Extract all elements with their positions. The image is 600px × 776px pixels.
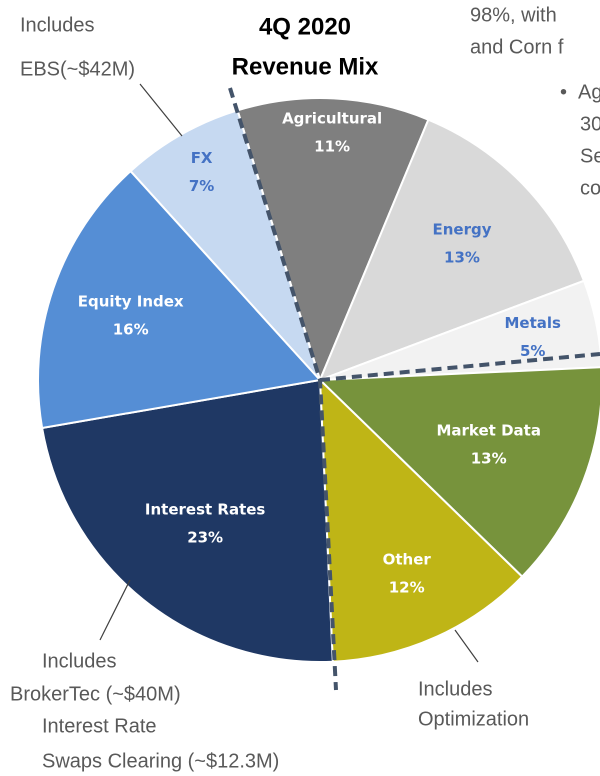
slice-value-label: 23% bbox=[187, 528, 223, 546]
annotation: EBS(~$42M) bbox=[20, 58, 135, 80]
pie-slice bbox=[236, 97, 430, 383]
slice-label: Energy bbox=[432, 220, 491, 238]
leader-line bbox=[139, 83, 183, 137]
slice-label: Agricultural bbox=[282, 110, 382, 128]
leader-line bbox=[454, 629, 479, 663]
leader-line bbox=[99, 579, 131, 641]
slice-label: Metals bbox=[504, 314, 561, 332]
slice-value-label: 7% bbox=[189, 177, 214, 195]
slice-value-label: 11% bbox=[314, 138, 350, 156]
annotation: Interest Rate bbox=[42, 715, 157, 737]
slice-label: Equity Index bbox=[78, 292, 184, 310]
slice-value-label: 16% bbox=[113, 320, 149, 338]
body-text: and Corn f bbox=[470, 36, 564, 58]
pie-slice bbox=[317, 366, 600, 579]
annotation: Includes bbox=[42, 650, 117, 672]
slice-label: Interest Rates bbox=[145, 500, 266, 518]
annotation: Includes bbox=[418, 678, 493, 700]
pie-slice bbox=[319, 279, 600, 381]
annotation: Swaps Clearing (~$12.3M) bbox=[42, 750, 279, 772]
pie bbox=[37, 97, 600, 663]
annotation: Includes bbox=[20, 14, 95, 36]
slice-label: Market Data bbox=[436, 422, 540, 440]
body-text: Ag bbox=[578, 81, 600, 103]
pie-slice bbox=[40, 378, 334, 663]
slice-value-label: 13% bbox=[444, 248, 480, 266]
slice-value-label: 13% bbox=[471, 450, 507, 468]
slice-value-label: 12% bbox=[389, 578, 425, 596]
body-text: Se bbox=[580, 145, 600, 167]
pie-slice bbox=[37, 169, 322, 430]
body-text: 98%, with bbox=[470, 4, 557, 26]
chart-title: Revenue Mix bbox=[232, 53, 379, 80]
body-text: 30 bbox=[580, 113, 600, 135]
body-text: co bbox=[580, 177, 600, 199]
bullet: • bbox=[560, 81, 567, 103]
annotation: BrokerTec (~$40M) bbox=[10, 683, 181, 705]
chart-title: 4Q 2020 bbox=[259, 13, 351, 40]
pie-slice bbox=[318, 118, 586, 382]
slice-label: Other bbox=[383, 550, 432, 568]
pie-slice bbox=[318, 377, 524, 663]
slice-value-label: 5% bbox=[520, 342, 545, 360]
slice-label: FX bbox=[191, 149, 213, 167]
annotation: Optimization bbox=[418, 708, 529, 730]
pie-labels: Agricultural 11% Energy 13% Metals 5% Market D… bbox=[78, 110, 561, 597]
